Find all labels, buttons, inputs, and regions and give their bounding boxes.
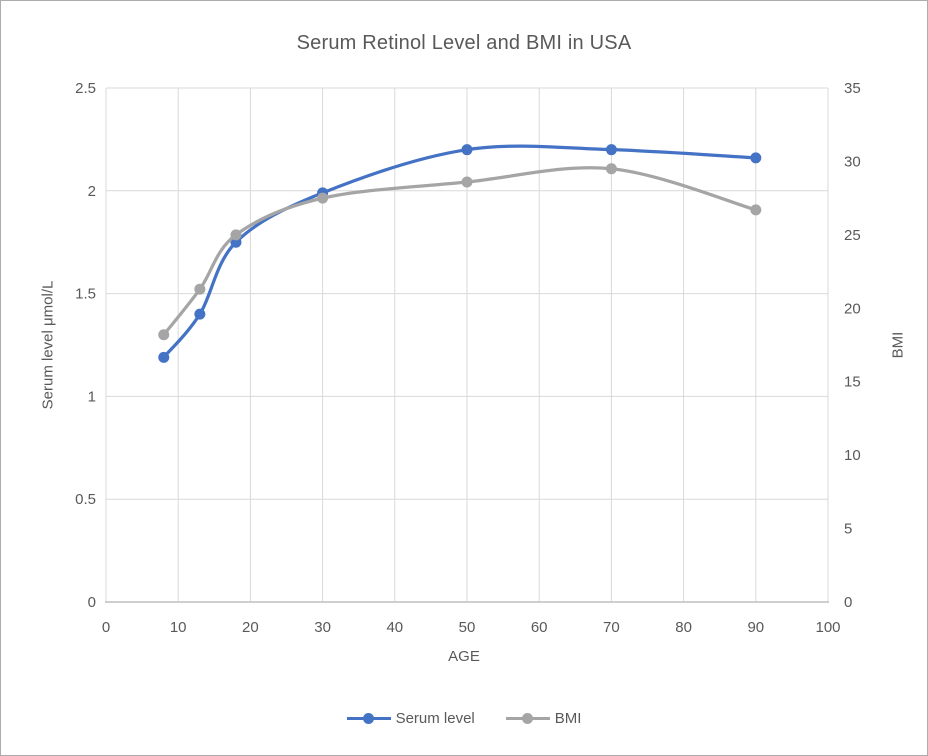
- serum-level-data-point: [750, 152, 762, 164]
- x-axis-tick-label: 80: [675, 619, 692, 636]
- serum-level-data-point: [605, 144, 617, 156]
- right-axis-tick-label: 0: [844, 594, 852, 611]
- left-axis-tick-label: 1: [88, 388, 96, 405]
- legend-dot: [363, 713, 375, 724]
- legend-item-bmi: BMI: [505, 710, 582, 727]
- right-axis-tick-label: 20: [844, 300, 861, 317]
- right-axis-tick-label: 30: [844, 153, 861, 170]
- x-axis-tick-label: 20: [242, 619, 259, 636]
- right-axis-tick-label: 25: [844, 227, 861, 244]
- serum-level-legend-marker: [346, 713, 391, 725]
- bmi-data-point: [230, 229, 242, 241]
- x-axis-tick-label: 10: [170, 619, 187, 636]
- x-axis-tick-label: 0: [102, 619, 110, 636]
- serum-level-data-point: [461, 144, 473, 156]
- serum-level-data-point: [194, 308, 206, 320]
- bmi-data-point: [194, 283, 206, 295]
- right-axis-title: BMI: [889, 331, 907, 359]
- x-axis-tick-label: 100: [815, 619, 840, 636]
- serum-level-line: [162, 144, 758, 359]
- bmi-data-point: [158, 329, 170, 341]
- x-axis-tick-label: 60: [531, 619, 548, 636]
- chart-title: Serum Retinol Level and BMI in USA: [296, 32, 632, 54]
- left-axis-tick-label: 0.5: [75, 491, 96, 508]
- bmi-data-point: [317, 192, 329, 204]
- bmi-data-point: [461, 176, 473, 188]
- right-axis-tick-label: 10: [844, 447, 861, 464]
- x-axis-tick-label: 40: [386, 619, 403, 636]
- right-axis-tick-label: 35: [844, 80, 861, 97]
- right-axis-tick-label: 5: [844, 521, 852, 538]
- x-axis-tick-label: 50: [459, 619, 476, 636]
- left-axis-title: Serum level μmol/L: [39, 280, 57, 410]
- left-axis-tick-label: 0: [88, 594, 96, 611]
- legend-label-bmi: BMI: [554, 710, 582, 727]
- legend-item-serum-level: Serum level: [346, 710, 475, 727]
- legend-label-serum-level: Serum level: [395, 710, 475, 727]
- left-axis-tick-label: 2.5: [75, 80, 96, 97]
- bmi-data-point: [605, 163, 617, 175]
- x-axis-title: AGE: [448, 648, 480, 665]
- right-axis-tick-label: 15: [844, 374, 861, 391]
- legend-dot: [522, 713, 534, 724]
- serum-level-data-point: [158, 351, 170, 363]
- bmi-legend-marker: [505, 713, 550, 725]
- left-axis-tick-label: 1.5: [75, 286, 96, 303]
- legend: Serum level BMI: [1, 710, 927, 727]
- left-axis-tick-label: 2: [88, 183, 96, 200]
- x-axis-tick-label: 70: [603, 619, 620, 636]
- bmi-data-point: [750, 204, 762, 216]
- bmi-line: [162, 166, 758, 337]
- x-axis-tick-label: 90: [747, 619, 764, 636]
- x-axis-tick-label: 30: [314, 619, 331, 636]
